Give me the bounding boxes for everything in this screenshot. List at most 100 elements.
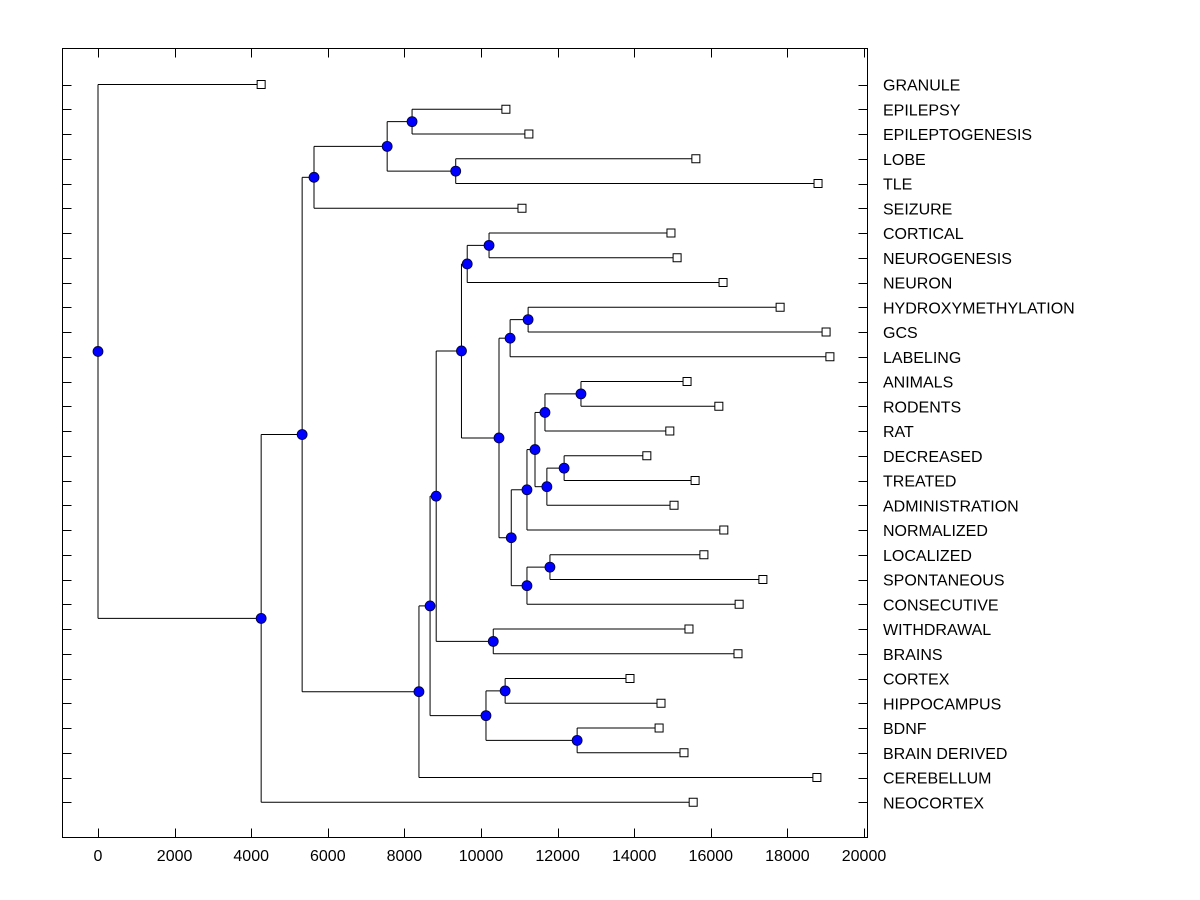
leaf-marker [812,773,822,782]
leaf-marker [714,401,724,411]
leaf-marker [672,253,682,263]
y-axis-ticks [62,85,868,803]
leaf-marker [758,575,768,584]
x-axis-tick-labels: 0 2000 4000 6000 8000 10000 12000 14000 16000 180… [94,848,887,865]
cluster-node [487,635,499,647]
leaf-label: HYDROXYMETHYLATION [883,300,1075,317]
cluster-node [521,484,533,496]
leaf-marker [682,377,692,386]
cluster-node [541,481,553,493]
leaf-label: LOCALIZED [883,548,972,565]
leaf-marker [665,426,675,436]
cluster-node [571,734,583,746]
cluster-node [406,116,418,128]
leaf-label: HIPPOCAMPUS [883,696,1001,713]
leaf-marker [690,476,700,485]
leaf-labels: GRANULE EPILEPSY EPILEPTOGENESIS LOBE TLE SEI… [883,78,1075,813]
leaf-label: WITHDRAWAL [883,622,991,639]
leaf-marker [733,649,743,659]
leaf-label: BRAIN DERIVED [883,746,1007,763]
x-tick-label: 14000 [612,848,657,865]
x-tick-label: 4000 [233,848,269,865]
cluster-node [413,686,425,698]
x-tick-label: 6000 [310,848,346,865]
node-markers [92,116,587,746]
leaf-label: NORMALIZED [883,523,988,540]
cluster-node [504,332,516,344]
leaf-label: CORTICAL [883,226,964,243]
leaf-marker [684,624,694,634]
cluster-node [456,345,467,357]
cluster-node [430,490,442,502]
x-tick-label: 20000 [842,848,887,865]
plot-frame [62,48,868,838]
x-tick-label: 0 [94,848,103,865]
cluster-node [539,407,551,418]
leaf-label: NEURON [883,276,952,293]
x-tick-label: 12000 [535,848,580,865]
cluster-node [483,239,495,251]
cluster-node [493,432,505,444]
leaf-label: GRANULE [883,78,960,95]
cluster-node [381,140,393,152]
leaf-marker [813,179,823,188]
cluster-node [308,171,320,183]
leaf-label: DECREASED [883,449,983,466]
leaf-marker [688,797,698,807]
x-tick-label: 16000 [689,848,734,865]
leaf-marker [775,302,785,312]
leaf-label: ADMINISTRATION [883,498,1019,515]
leaf-label: RAT [883,424,914,441]
leaf-marker [501,104,511,114]
cluster-node [461,258,473,270]
leaf-marker [256,80,266,89]
x-tick-label: 2000 [157,848,193,865]
leaf-marker [656,698,666,708]
leaf-label: ANIMALS [883,375,953,392]
cluster-node [544,561,556,573]
dendrogram-branches [97,84,830,803]
leaf-label: RODENTS [883,399,961,416]
leaf-marker [718,278,728,287]
leaf-label: SEIZURE [883,201,952,218]
cluster-node [92,346,104,357]
x-tick-label: 8000 [387,848,423,865]
cluster-node [505,532,517,544]
leaf-marker [666,228,676,238]
leaf-marker [825,352,835,362]
leaf-label: TREATED [883,474,956,491]
leaf-marker [517,203,527,213]
leaf-label: NEUROGENESIS [883,251,1012,268]
leaf-marker [642,451,652,461]
leaf-label: LOBE [883,152,926,169]
leaf-label: EPILEPSY [883,102,961,119]
leaf-label: EPILEPTOGENESIS [883,127,1032,144]
cluster-node [575,388,587,400]
cluster-node [529,444,541,455]
cluster-node [558,462,570,474]
leaf-label: SPONTANEOUS [883,573,1005,590]
cluster-node [424,600,436,612]
leaf-marker [679,748,689,758]
leaf-marker [691,154,701,164]
leaf-marker [524,129,534,139]
cluster-node [522,314,534,326]
x-axis-ticks [98,48,865,838]
leaf-label: BDNF [883,721,927,738]
leaf-label: LABELING [883,350,961,367]
leaf-label: GCS [883,325,918,342]
cluster-node [255,612,267,624]
cluster-node [521,580,533,592]
leaf-marker [669,500,679,510]
leaf-markers [256,80,835,807]
leaf-label: TLE [883,177,912,194]
x-tick-label: 18000 [765,848,810,865]
leaf-marker [821,327,831,337]
leaf-marker [699,550,709,560]
x-tick-label: 10000 [459,848,504,865]
leaf-marker [719,525,729,535]
cluster-node [480,710,492,722]
cluster-node [296,429,308,440]
leaf-label: CORTEX [883,672,950,689]
